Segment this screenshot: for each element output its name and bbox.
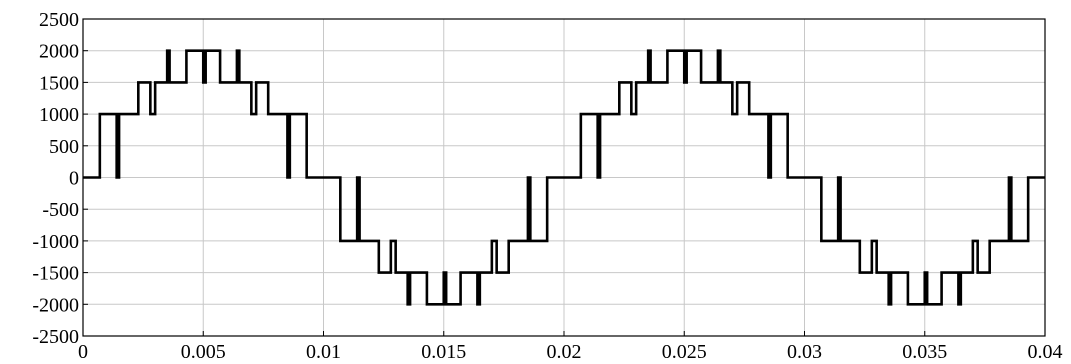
x-tick-label: 0.04 xyxy=(1028,341,1063,363)
y-tick-label: 2000 xyxy=(39,41,79,63)
x-tick-label: 0.035 xyxy=(902,341,947,363)
x-tick-label: 0 xyxy=(78,341,88,363)
y-tick-label: -1500 xyxy=(32,263,79,285)
y-tick-label: 1500 xyxy=(39,72,79,94)
y-tick-label: 0 xyxy=(69,168,79,190)
marks xyxy=(83,49,1045,306)
x-tick-label: 0.01 xyxy=(306,341,341,363)
y-tick-label: -2000 xyxy=(32,294,79,316)
y-tick-label: -1000 xyxy=(32,231,79,253)
x-tick-label: 0.03 xyxy=(787,341,822,363)
line xyxy=(83,49,1045,306)
y-tick-label: -500 xyxy=(42,199,79,221)
y-tick-label: -2500 xyxy=(32,326,79,348)
plot-frame xyxy=(82,18,1046,337)
tick-labels: -2500 -2000 -1500 -1000 -500 0 500 1000 1500 2000… xyxy=(32,9,1062,363)
y-tick-label: 1000 xyxy=(39,104,79,126)
x-tick-label: 0.025 xyxy=(662,341,707,363)
x-tick-label: 0.015 xyxy=(421,341,466,363)
y-tick-label: 500 xyxy=(49,136,79,158)
x-tick-label: 0.005 xyxy=(181,341,226,363)
y-tick-label: 2500 xyxy=(39,9,79,31)
x-tick-label: 0.02 xyxy=(547,341,582,363)
